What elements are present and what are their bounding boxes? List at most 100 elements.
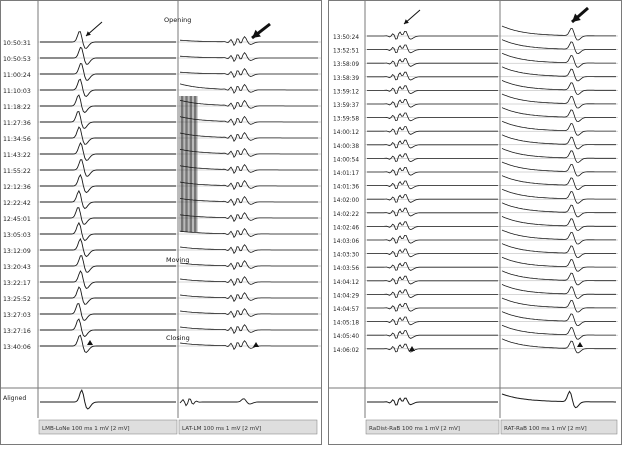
trace-line [40,110,176,129]
trace-line [501,256,616,272]
timestamp-label: 14:04:57 [333,307,359,313]
trace-line [40,270,176,289]
triangle-marker [87,340,93,345]
trace-line [179,260,318,271]
trace-line [367,194,498,203]
arrow-marker-head [86,31,91,36]
trace-line [179,340,318,351]
trace-line [501,338,616,354]
trace-line [501,52,616,68]
timestamp-label: 14:04:12 [333,280,359,286]
timestamp-label: 10:50:53 [3,56,31,63]
timestamp-label: 11:34:56 [3,136,31,143]
arrow-marker-head [572,13,581,22]
trace-line [501,202,616,218]
trace-line [367,126,498,135]
footer-label: RaDist-RaB 100 ms 1 mV [2 mV] [369,426,460,432]
closing-label: Closing [166,334,190,342]
trace-line [179,115,318,126]
trace-line [40,159,176,177]
footer-cell [38,419,178,435]
trace-line [179,131,318,142]
timestamp-label: 14:05:18 [333,321,359,327]
timestamp-label: 11:18:22 [3,104,31,111]
trace-line [501,134,616,150]
trace-line [367,248,498,258]
timestamp-label: 10:50:31 [3,40,31,47]
trace-line [179,324,318,335]
trace-line [40,126,176,145]
trace-line [501,229,616,245]
timestamp-label: 13:20:43 [3,264,31,271]
trace-line [367,44,498,54]
trace-line [40,221,176,242]
trace-line [501,243,616,259]
timestamp-label: 14:02:22 [333,212,359,218]
trace-line [179,212,318,223]
timestamp-label: 12:45:01 [3,216,31,223]
trace-line [179,244,318,255]
trace-line [367,207,498,217]
trace-line [40,31,176,49]
timestamp-label: 14:02:00 [333,198,359,204]
footer-label: RAT-RaB 100 ms 1 mV [2 mV] [504,426,587,432]
trace-line [501,284,616,299]
trace-line [179,68,318,79]
trace-line [501,39,616,55]
timestamp-label: 14:01:36 [333,185,359,191]
triangle-marker [577,342,583,347]
timestamp-label: 13:22:17 [3,280,31,287]
timestamp-label: 11:00:24 [3,72,31,79]
timestamp-label: 14:01:17 [333,171,359,177]
averaged-trace [501,390,616,409]
trace-line [40,46,176,65]
trace-line [179,276,318,287]
trace-line [179,308,318,319]
trace-line [179,52,318,63]
trace-line [501,216,616,231]
timestamp-label: 13:25:52 [3,296,31,303]
trace-line [367,303,498,312]
footer-cell [178,419,318,435]
trace-line [40,303,176,321]
timestamp-label: 13:58:39 [333,76,359,82]
trace-line [367,167,498,176]
triangle-marker [409,346,415,351]
trace-line [367,316,498,326]
trace-line [367,221,498,231]
trace-line [501,66,616,82]
trace-line [40,142,176,161]
trace-line [367,153,498,163]
timestamp-label: 13:40:06 [3,344,31,351]
trace-line [179,36,318,47]
trace-line [501,270,616,286]
trace-line [40,78,176,98]
trace-line [501,107,616,123]
timestamp-label: 13:12:09 [3,248,31,255]
trace-line [40,173,176,194]
timestamp-labels: 10:50:31 10:50:53 11:00:24 11:10:03 11:18:22… [3,16,359,402]
trace-line [501,324,616,340]
trace-line [501,311,616,327]
trace-line [179,147,318,158]
footer-cell [500,419,618,435]
timestamp-label: 13:27:16 [3,328,31,335]
trace-line [40,334,176,354]
averaged-trace [179,398,318,407]
timestamp-label: 14:06:02 [333,348,359,354]
trace-line [501,148,616,163]
trace-line [40,237,176,258]
trace-line [367,58,498,67]
footer-cell [365,419,500,435]
footer-label: LAT-LM 100 ms 1 mV [2 mV] [182,426,261,432]
trace-line [501,175,616,191]
trace-line [40,62,176,81]
triangle-marker [253,342,259,347]
trace-line [501,188,616,204]
trace-line [179,195,318,207]
timestamp-label: 13:59:58 [333,117,359,123]
timestamp-label: 13:58:09 [333,62,359,68]
timestamp-label: 14:00:38 [333,144,359,150]
trace-line [501,161,616,177]
timestamp-label: 14:00:12 [333,130,359,136]
